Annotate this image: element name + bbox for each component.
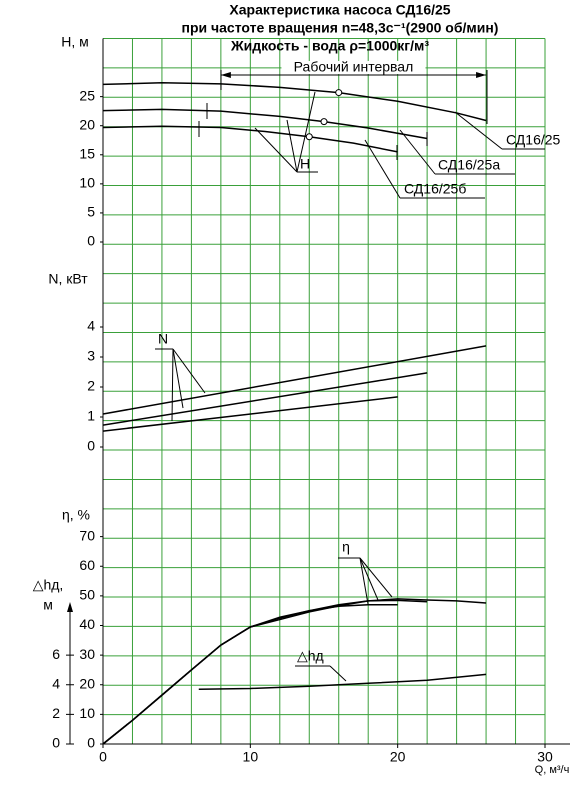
- y-tick-label: 60: [79, 557, 95, 573]
- y-tick-label: 2: [87, 378, 95, 394]
- series-label: СД16/25б: [404, 181, 466, 197]
- y-tick-label: 50: [79, 587, 95, 603]
- y-tick-label: 0: [87, 735, 95, 751]
- y-tick-label: 25: [79, 87, 95, 103]
- curve: [102, 125, 398, 153]
- series-label: СД16/25: [506, 132, 561, 148]
- curve: [102, 604, 398, 745]
- x-tick-label: 30: [537, 749, 553, 765]
- point-marker: [320, 118, 328, 126]
- y-tick-label: 15: [79, 145, 95, 161]
- y-axis-label: H, м: [61, 34, 89, 50]
- y-tick-label: 20: [79, 116, 95, 132]
- subtitle: Жидкость - вода ρ=1000кг/м³: [230, 38, 429, 54]
- y-tick-label: 40: [79, 616, 95, 632]
- y2-axis-arrow: [67, 602, 73, 612]
- title: Характеристика насоса СД16/25: [229, 2, 450, 18]
- curve: [102, 345, 487, 415]
- y-tick-label: 5: [87, 204, 95, 220]
- label-bg: [281, 61, 426, 74]
- y2-axis-label: м: [43, 597, 53, 613]
- curve: [102, 108, 428, 140]
- annotation: η: [342, 539, 350, 555]
- curve: [198, 673, 487, 690]
- series-label: △hд: [297, 648, 324, 664]
- x-tick-label: 0: [99, 749, 107, 765]
- y-tick-label: 0: [87, 233, 95, 249]
- x-tick-label: 20: [390, 749, 406, 765]
- point-marker: [335, 89, 343, 97]
- y-tick-label: 3: [87, 348, 95, 364]
- y-tick-label: 10: [79, 175, 95, 191]
- annotation: N: [158, 331, 168, 347]
- x-tick-label: 10: [243, 749, 259, 765]
- y-tick-label: 4: [87, 318, 95, 334]
- y-axis-label: N, кВт: [48, 271, 88, 287]
- y-tick-label: 1: [87, 408, 95, 424]
- y2-tick-label: 6: [52, 646, 60, 662]
- point-marker: [305, 133, 313, 141]
- grid: [102, 38, 546, 745]
- y-tick-label: 70: [79, 527, 95, 543]
- y-axis-label: η, %: [62, 507, 90, 523]
- y-tick-label: 10: [79, 705, 95, 721]
- y-tick-label: 20: [79, 675, 95, 691]
- curve: [102, 598, 487, 745]
- annotation: Рабочий интервал: [294, 59, 414, 75]
- annotation: Н: [300, 156, 310, 172]
- curve: [102, 372, 428, 426]
- x-axis-label: Q, м³/ч: [535, 764, 570, 776]
- leaders: [155, 70, 545, 682]
- y-tick-label: 30: [79, 646, 95, 662]
- series-label: СД16/25а: [438, 157, 500, 173]
- subtitle: при частоте вращения n=48,3с⁻¹(2900 об/м…: [182, 20, 499, 36]
- curve: [102, 396, 398, 432]
- y2-axis-label: △hд,: [33, 577, 64, 593]
- y2-tick-label: 0: [52, 735, 60, 751]
- curve: [102, 81, 487, 122]
- y2-tick-label: 4: [52, 675, 60, 691]
- y-tick-label: 0: [87, 438, 95, 454]
- y2-tick-label: 2: [52, 705, 60, 721]
